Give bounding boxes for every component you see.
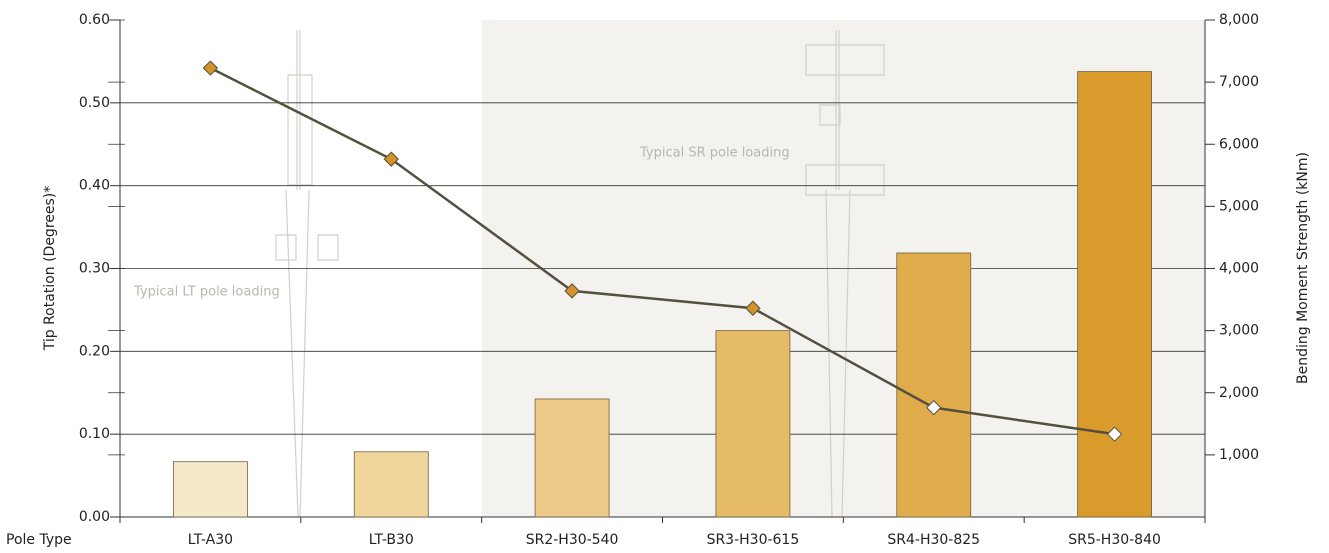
- y2-tick-label: 2,000: [1219, 385, 1259, 401]
- y2-tick-label: 4,000: [1219, 261, 1259, 277]
- annotation: Typical LT pole loading: [133, 285, 280, 300]
- x-tick-label: LT-A30: [188, 532, 233, 548]
- y2-tick-label: 3,000: [1219, 323, 1259, 339]
- y-tick-label: 0.50: [79, 95, 110, 111]
- marker: [1106, 426, 1123, 442]
- y-axis-title: Tip Rotation (Degrees)*: [42, 186, 58, 352]
- bar: [715, 330, 791, 518]
- y2-tick-label: 6,000: [1219, 136, 1259, 152]
- y2-axis-title: Bending Moment Strength (kNm): [1295, 152, 1311, 384]
- line: [209, 66, 1115, 436]
- bar: [896, 252, 972, 518]
- y2-tick-label: 1,000: [1219, 447, 1259, 463]
- x-axis-title: Pole Type: [6, 532, 72, 548]
- y-tick-label: 0.30: [79, 261, 110, 277]
- y-tick-label: 0.20: [79, 343, 110, 359]
- y2-tick-label: 5,000: [1219, 198, 1259, 214]
- x-tick-label: SR5-H30-840: [1068, 532, 1161, 548]
- annotation: Typical SR pole loading: [639, 146, 790, 161]
- bar: [534, 398, 610, 518]
- y-tick-label: 0.10: [79, 426, 110, 442]
- bar: [173, 461, 248, 518]
- y-tick-label: 0.60: [79, 12, 110, 28]
- x-tick-label: LT-B30: [369, 532, 414, 548]
- bar: [1077, 71, 1152, 518]
- x-tick-label: SR3-H30-615: [707, 532, 800, 548]
- x-tick-label: SR2-H30-540: [526, 532, 619, 548]
- pole-illustrations: [275, 30, 885, 518]
- marker: [745, 300, 761, 316]
- y2-tick-label: 8,000: [1219, 12, 1259, 28]
- marker: [564, 283, 580, 299]
- bar: [353, 451, 429, 518]
- marker: [202, 60, 219, 76]
- marker: [926, 399, 942, 416]
- y2-tick-label: 7,000: [1219, 74, 1259, 90]
- y-tick-label: 0.00: [79, 509, 110, 525]
- marker: [383, 151, 399, 167]
- x-tick-label: SR4-H30-825: [887, 532, 980, 548]
- y-tick-label: 0.40: [79, 178, 110, 194]
